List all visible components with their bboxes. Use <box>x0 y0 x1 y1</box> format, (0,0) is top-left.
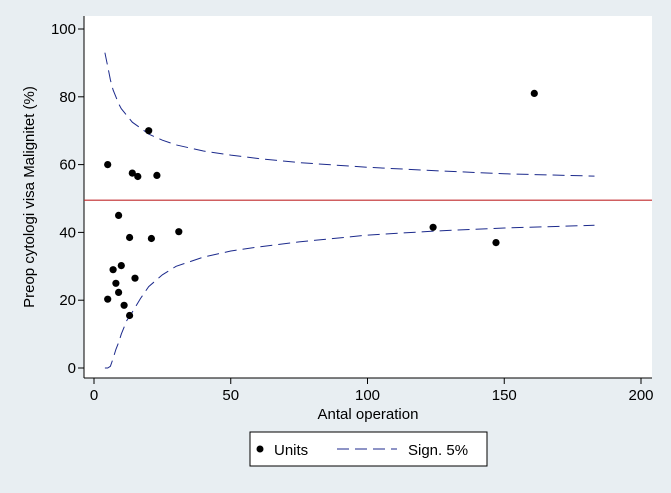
data-point <box>115 211 123 219</box>
data-point <box>128 169 136 177</box>
y-tick-label: 0 <box>68 360 76 377</box>
data-point <box>492 239 500 247</box>
y-tick-label: 80 <box>59 89 76 106</box>
band-lower <box>104 224 595 369</box>
y-tick-label: 100 <box>51 21 76 38</box>
data-points <box>104 89 538 320</box>
data-point <box>109 266 117 274</box>
y-axis-label: Preop cytologi visa Malignitet (%) <box>21 86 38 308</box>
x-tick-label: 150 <box>492 387 517 404</box>
data-point <box>530 89 538 97</box>
x-tick-label: 100 <box>355 387 380 404</box>
data-point <box>115 288 123 296</box>
data-point <box>429 223 437 231</box>
legend-sign-label: Sign. 5% <box>408 442 468 459</box>
data-point <box>104 295 112 303</box>
legend-units-label: Units <box>274 442 308 459</box>
data-point <box>112 279 120 287</box>
x-tick-label: 200 <box>628 387 653 404</box>
data-point <box>145 127 153 135</box>
data-point <box>134 172 142 181</box>
data-point <box>175 228 183 236</box>
x-ticks: 0 50 100 150 200 <box>90 378 654 404</box>
data-point <box>117 262 125 270</box>
legend: Units Sign. 5% <box>249 431 488 467</box>
y-tick-label: 20 <box>59 292 76 309</box>
data-point <box>104 161 112 169</box>
y-tick-label: 60 <box>59 157 76 174</box>
data-point <box>153 171 161 179</box>
x-axis-label: Antal operation <box>318 406 419 423</box>
y-tick-label: 40 <box>59 224 76 241</box>
plot-area <box>84 16 652 378</box>
x-tick-label: 0 <box>90 387 98 404</box>
data-point <box>120 301 128 309</box>
data-point <box>126 311 134 320</box>
data-point <box>131 274 139 282</box>
y-ticks: 0 20 40 60 80 100 <box>51 21 84 377</box>
data-point <box>126 233 134 242</box>
data-point <box>147 234 155 243</box>
x-tick-label: 50 <box>222 387 239 404</box>
legend-box <box>249 431 488 467</box>
legend-units-marker <box>256 445 264 453</box>
